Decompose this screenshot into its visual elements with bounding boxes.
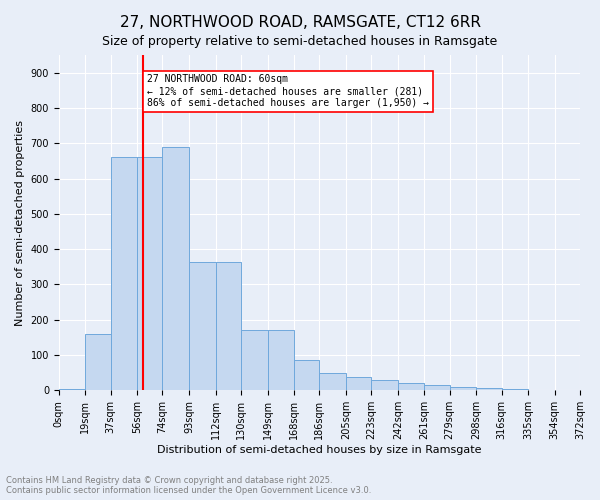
Bar bbox=[163, 147, 189, 390]
Bar bbox=[319, 374, 346, 390]
Y-axis label: Number of semi-detached properties: Number of semi-detached properties bbox=[15, 120, 25, 326]
Bar bbox=[449, 387, 476, 390]
Bar bbox=[241, 330, 268, 390]
Bar bbox=[346, 377, 371, 390]
Bar bbox=[110, 158, 137, 390]
Bar bbox=[189, 262, 216, 390]
Text: Size of property relative to semi-detached houses in Ramsgate: Size of property relative to semi-detach… bbox=[103, 35, 497, 48]
Bar bbox=[59, 388, 85, 390]
Text: 27 NORTHWOOD ROAD: 60sqm
← 12% of semi-detached houses are smaller (281)
86% of : 27 NORTHWOOD ROAD: 60sqm ← 12% of semi-d… bbox=[147, 74, 429, 108]
X-axis label: Distribution of semi-detached houses by size in Ramsgate: Distribution of semi-detached houses by … bbox=[157, 445, 482, 455]
Text: Contains HM Land Registry data © Crown copyright and database right 2025.
Contai: Contains HM Land Registry data © Crown c… bbox=[6, 476, 371, 495]
Bar bbox=[216, 262, 241, 390]
Bar bbox=[268, 330, 294, 390]
Bar bbox=[398, 384, 424, 390]
Text: 27, NORTHWOOD ROAD, RAMSGATE, CT12 6RR: 27, NORTHWOOD ROAD, RAMSGATE, CT12 6RR bbox=[119, 15, 481, 30]
Bar bbox=[502, 389, 528, 390]
Bar bbox=[294, 360, 319, 390]
Bar bbox=[424, 386, 449, 390]
Bar bbox=[85, 334, 110, 390]
Bar bbox=[476, 388, 502, 390]
Bar bbox=[137, 158, 163, 390]
Bar bbox=[371, 380, 398, 390]
